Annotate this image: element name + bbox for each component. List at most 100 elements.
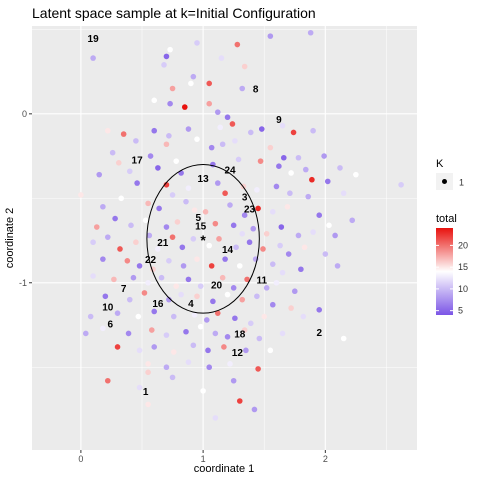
confidence-ellipse bbox=[146, 164, 260, 314]
data-point bbox=[254, 293, 260, 300]
data-point bbox=[178, 291, 184, 298]
data-point bbox=[130, 274, 137, 281]
data-point bbox=[321, 153, 327, 159]
data-point bbox=[232, 315, 238, 322]
data-point bbox=[261, 313, 268, 320]
data-point bbox=[166, 133, 172, 139]
data-point bbox=[230, 377, 237, 384]
data-point bbox=[134, 180, 140, 186]
data-point bbox=[155, 246, 161, 252]
data-point bbox=[255, 205, 261, 212]
data-point bbox=[185, 185, 192, 191]
node-label: 13 bbox=[198, 174, 210, 185]
data-point bbox=[278, 224, 285, 230]
legend-tick-label: 20 bbox=[458, 240, 468, 250]
node-label: 11 bbox=[256, 275, 267, 286]
data-point bbox=[166, 296, 172, 303]
data-point bbox=[267, 347, 274, 354]
data-point bbox=[124, 258, 131, 264]
data-point bbox=[100, 256, 106, 262]
data-point bbox=[295, 232, 302, 239]
plot-background bbox=[32, 26, 417, 450]
data-point bbox=[112, 215, 118, 222]
plot-panel: * 19 8 9 17 24 13 323 515 21 14 22 11 20 7 16 4 10 6 2 18 12… bbox=[32, 26, 417, 450]
node-label: 4 bbox=[188, 299, 194, 310]
data-point bbox=[269, 209, 276, 215]
data-point bbox=[180, 263, 187, 269]
node-label: 3 bbox=[242, 193, 248, 204]
data-point bbox=[241, 327, 248, 333]
data-point bbox=[151, 308, 158, 315]
data-point bbox=[185, 359, 192, 365]
data-point bbox=[170, 349, 177, 355]
data-point bbox=[145, 401, 151, 408]
data-point bbox=[234, 41, 241, 48]
data-point bbox=[230, 222, 237, 229]
data-point bbox=[212, 415, 219, 421]
data-point bbox=[224, 114, 231, 121]
data-point bbox=[183, 198, 189, 205]
data-point bbox=[102, 293, 109, 300]
legend-total-ticks: 20 15 10 5 bbox=[436, 240, 468, 316]
data-point bbox=[251, 406, 258, 413]
data-point bbox=[244, 276, 250, 283]
x-tick-label: 2 bbox=[323, 454, 328, 464]
data-point bbox=[316, 306, 323, 313]
data-point bbox=[222, 190, 228, 197]
data-point bbox=[104, 127, 111, 134]
data-point bbox=[133, 239, 139, 246]
data-point bbox=[214, 180, 221, 186]
data-point bbox=[158, 274, 165, 281]
data-point bbox=[185, 276, 192, 283]
data-point bbox=[210, 298, 216, 305]
data-point bbox=[298, 266, 304, 273]
data-point bbox=[273, 183, 280, 190]
data-point bbox=[230, 285, 237, 291]
data-point bbox=[118, 195, 125, 202]
y-tick-label: -1 bbox=[19, 278, 27, 288]
data-point bbox=[217, 124, 224, 131]
data-point bbox=[128, 222, 134, 229]
node-label: 16 bbox=[152, 299, 164, 310]
data-point bbox=[156, 205, 162, 212]
data-point bbox=[279, 330, 286, 337]
data-point bbox=[205, 347, 211, 354]
data-point bbox=[276, 163, 282, 170]
data-point bbox=[285, 251, 292, 257]
node-label: 24 bbox=[224, 166, 236, 177]
data-point bbox=[277, 242, 283, 249]
data-point bbox=[279, 269, 286, 276]
data-point bbox=[263, 230, 270, 237]
data-point bbox=[280, 154, 287, 161]
data-point bbox=[239, 296, 246, 303]
data-point bbox=[241, 63, 248, 70]
data-point bbox=[269, 261, 276, 267]
data-point bbox=[246, 239, 253, 246]
data-point bbox=[185, 126, 192, 132]
data-point bbox=[300, 313, 307, 320]
data-point bbox=[208, 144, 215, 151]
data-point bbox=[100, 325, 106, 332]
data-point bbox=[206, 80, 213, 87]
data-point bbox=[322, 251, 329, 257]
data-point bbox=[145, 361, 151, 367]
legend-k: K 1 bbox=[436, 158, 464, 190]
node-label: 8 bbox=[253, 85, 259, 96]
node-label: 20 bbox=[211, 280, 223, 291]
legend-tick-label: 5 bbox=[458, 306, 463, 316]
data-point bbox=[267, 144, 274, 151]
data-point bbox=[104, 377, 111, 384]
data-point bbox=[109, 149, 116, 156]
node-label: 19 bbox=[88, 34, 100, 45]
node-label: 5 bbox=[195, 213, 201, 224]
data-point bbox=[181, 104, 188, 110]
data-point bbox=[90, 239, 96, 246]
node-label: 17 bbox=[132, 155, 144, 166]
data-point bbox=[136, 263, 143, 269]
axes: 0 1 20-1 bbox=[19, 109, 328, 464]
data-point bbox=[114, 344, 121, 350]
data-point bbox=[229, 121, 236, 127]
data-point bbox=[173, 283, 180, 289]
data-point bbox=[169, 192, 176, 198]
node-label: 1 bbox=[143, 387, 149, 398]
